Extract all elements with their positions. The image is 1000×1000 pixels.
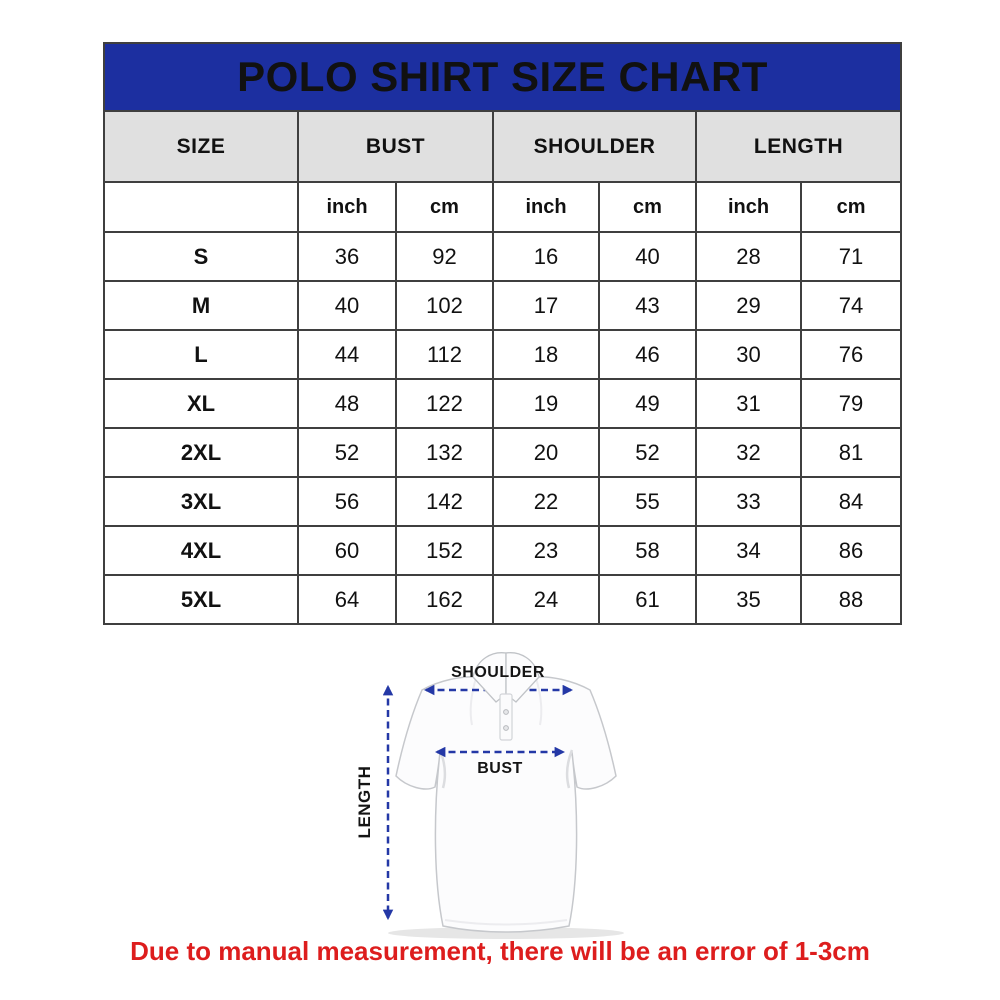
value-cell: 23 bbox=[492, 525, 600, 576]
value-cell: 56 bbox=[297, 476, 397, 527]
value-cell: 88 bbox=[799, 574, 903, 625]
size-label-cell: M bbox=[103, 280, 299, 331]
size-chart-table: POLO SHIRT SIZE CHART SIZE BUST SHOULDER… bbox=[102, 42, 903, 625]
empty-corner-cell bbox=[103, 181, 299, 233]
table-row: 2XL 52 132 20 52 32 81 bbox=[103, 427, 903, 478]
value-cell: 79 bbox=[799, 378, 903, 429]
value-cell: 48 bbox=[297, 378, 397, 429]
value-cell: 43 bbox=[598, 280, 697, 331]
value-cell: 29 bbox=[695, 280, 802, 331]
size-label-cell: 5XL bbox=[103, 574, 299, 625]
size-label-cell: 2XL bbox=[103, 427, 299, 478]
value-cell: 24 bbox=[492, 574, 600, 625]
value-cell: 122 bbox=[395, 378, 494, 429]
size-label-cell: S bbox=[103, 231, 299, 282]
col-header-bust: BUST bbox=[297, 110, 494, 183]
value-cell: 81 bbox=[799, 427, 903, 478]
size-label-cell: L bbox=[103, 329, 299, 380]
size-label-cell: XL bbox=[103, 378, 299, 429]
table-row: 3XL 56 142 22 55 33 84 bbox=[103, 476, 903, 527]
title-row: POLO SHIRT SIZE CHART bbox=[102, 42, 903, 112]
polo-shirt-illustration bbox=[395, 676, 617, 933]
value-cell: 55 bbox=[598, 476, 697, 527]
value-cell: 40 bbox=[297, 280, 397, 331]
value-cell: 28 bbox=[695, 231, 802, 282]
col-header-length: LENGTH bbox=[694, 110, 903, 183]
value-cell: 31 bbox=[695, 378, 802, 429]
unit-header-row: inch cm inch cm inch cm bbox=[103, 181, 903, 233]
table-row: M 40 102 17 43 29 74 bbox=[103, 280, 903, 331]
unit-header-bust-inch: inch bbox=[297, 181, 397, 233]
value-cell: 19 bbox=[492, 378, 600, 429]
value-cell: 142 bbox=[395, 476, 494, 527]
value-cell: 44 bbox=[297, 329, 397, 380]
value-cell: 40 bbox=[598, 231, 697, 282]
value-cell: 33 bbox=[695, 476, 802, 527]
value-cell: 32 bbox=[695, 427, 802, 478]
table-row: XL 48 122 19 49 31 79 bbox=[103, 378, 903, 429]
value-cell: 64 bbox=[297, 574, 397, 625]
value-cell: 58 bbox=[598, 525, 697, 576]
value-cell: 132 bbox=[395, 427, 494, 478]
unit-header-bust-cm: cm bbox=[395, 181, 494, 233]
value-cell: 102 bbox=[395, 280, 494, 331]
value-cell: 30 bbox=[695, 329, 802, 380]
unit-header-shoulder-inch: inch bbox=[492, 181, 600, 233]
table-row: L 44 112 18 46 30 76 bbox=[103, 329, 903, 380]
table-row: 4XL 60 152 23 58 34 86 bbox=[103, 525, 903, 576]
value-cell: 52 bbox=[598, 427, 697, 478]
value-cell: 16 bbox=[492, 231, 600, 282]
value-cell: 112 bbox=[395, 329, 494, 380]
table-row: S 36 92 16 40 28 71 bbox=[103, 231, 903, 282]
value-cell: 18 bbox=[492, 329, 600, 380]
polo-shirt-diagram: SHOULDER BUST LENGTH bbox=[355, 652, 624, 939]
value-cell: 35 bbox=[695, 574, 802, 625]
value-cell: 162 bbox=[395, 574, 494, 625]
value-cell: 22 bbox=[492, 476, 600, 527]
length-label: LENGTH bbox=[355, 766, 374, 839]
group-header-row: SIZE BUST SHOULDER LENGTH bbox=[103, 110, 903, 183]
polo-collar bbox=[472, 652, 540, 741]
col-header-shoulder: SHOULDER bbox=[492, 110, 697, 183]
bust-label: BUST bbox=[477, 760, 523, 777]
size-label-cell: 4XL bbox=[103, 525, 299, 576]
value-cell: 71 bbox=[799, 231, 903, 282]
value-cell: 86 bbox=[799, 525, 903, 576]
value-cell: 92 bbox=[395, 231, 494, 282]
shoulder-label: SHOULDER bbox=[451, 664, 545, 681]
value-cell: 84 bbox=[799, 476, 903, 527]
value-cell: 152 bbox=[395, 525, 494, 576]
size-label-cell: 3XL bbox=[103, 476, 299, 527]
value-cell: 49 bbox=[598, 378, 697, 429]
value-cell: 17 bbox=[492, 280, 600, 331]
value-cell: 61 bbox=[598, 574, 697, 625]
unit-header-length-cm: cm bbox=[799, 181, 903, 233]
value-cell: 60 bbox=[297, 525, 397, 576]
value-cell: 20 bbox=[492, 427, 600, 478]
value-cell: 74 bbox=[799, 280, 903, 331]
unit-header-shoulder-cm: cm bbox=[598, 181, 697, 233]
shirt-shadow bbox=[388, 927, 624, 939]
value-cell: 76 bbox=[799, 329, 903, 380]
value-cell: 52 bbox=[297, 427, 397, 478]
value-cell: 36 bbox=[297, 231, 397, 282]
page-title: POLO SHIRT SIZE CHART bbox=[102, 42, 903, 112]
measurement-note: Due to manual measurement, there will be… bbox=[130, 936, 870, 966]
value-cell: 34 bbox=[695, 525, 802, 576]
value-cell: 46 bbox=[598, 329, 697, 380]
col-header-size: SIZE bbox=[103, 110, 299, 183]
unit-header-length-inch: inch bbox=[695, 181, 802, 233]
table-row: 5XL 64 162 24 61 35 88 bbox=[103, 574, 903, 625]
